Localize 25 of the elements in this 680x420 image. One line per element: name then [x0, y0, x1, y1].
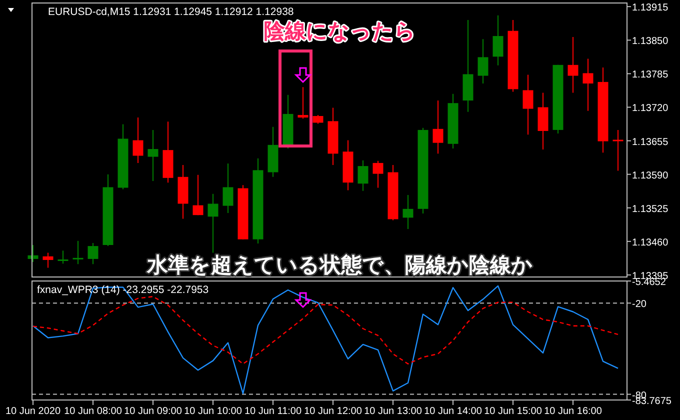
y-tick-label: 1.13655 — [632, 136, 669, 148]
x-tick-label: 10 Jun 11:00 — [244, 406, 302, 417]
annotation: 水準を超えている状態で、陽線か陰線か — [146, 253, 533, 277]
y-tick-label: 1.13915 — [632, 2, 669, 14]
x-tick-label: 10 Jun 12:00 — [304, 406, 362, 417]
x-tick-label: 10 Jun 14:00 — [424, 406, 482, 417]
x-tick-label: 10 Jun 2020 — [5, 406, 61, 417]
line-series — [32, 296, 619, 364]
y-tick-label: 1.13785 — [632, 70, 669, 81]
y-tick-label: 1.13460 — [632, 237, 669, 248]
x-tick-label: 10 Jun 09:00 — [124, 406, 182, 417]
x-tick-label: 10 Jun 15:00 — [484, 406, 542, 417]
x-tick-label: 10 Jun 08:00 — [64, 406, 122, 417]
y-tick-label: -83.7675 — [632, 396, 672, 407]
annotation: 陰線になったら — [264, 20, 416, 43]
y-tick-label: 1.13590 — [632, 170, 669, 182]
line-series — [32, 285, 619, 394]
x-tick-label: 10 Jun 10:00 — [184, 406, 242, 417]
y-tick-label: 1.13720 — [632, 103, 669, 114]
chart-title: EURUSD-cd,M15 1.12931 1.12945 1.12912 1.12938 — [48, 6, 294, 18]
x-tick-label: 10 Jun 13:00 — [364, 406, 422, 417]
x-tick-label: 10 Jun 16:00 — [544, 406, 602, 417]
y-tick-label: 1.13850 — [632, 36, 669, 48]
y-tick-label: 1.13525 — [632, 204, 669, 215]
y-tick-label: -20 — [632, 299, 647, 310]
